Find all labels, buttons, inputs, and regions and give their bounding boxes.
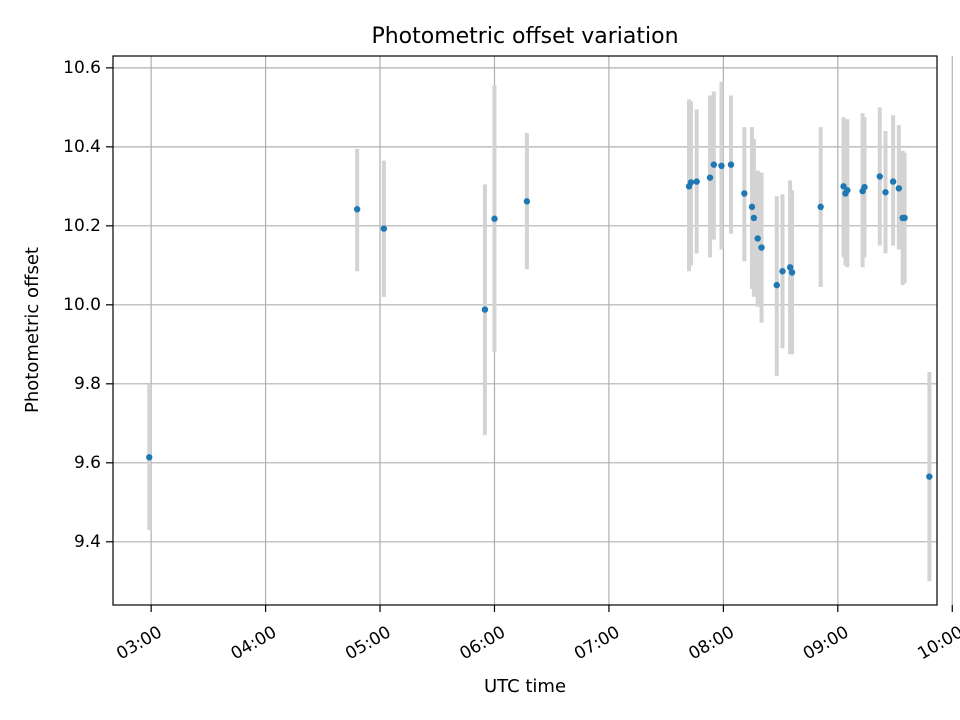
y-tick-label: 9.6 — [74, 453, 101, 473]
data-point — [876, 173, 883, 180]
x-tick-label: 08:00 — [685, 622, 737, 664]
y-axis-label: Photometric offset — [22, 247, 43, 413]
data-point — [889, 178, 897, 185]
data-point — [895, 185, 903, 192]
y-tick-label: 10.2 — [63, 216, 101, 236]
data-point — [773, 281, 780, 289]
data-point — [710, 161, 718, 168]
data-point — [926, 473, 933, 480]
data-point — [687, 179, 695, 186]
data-point — [758, 244, 765, 251]
data-point — [750, 214, 758, 222]
data-point — [741, 190, 748, 197]
data-point — [718, 162, 725, 169]
chart-title: Photometric offset variation — [371, 24, 678, 49]
data-point — [727, 161, 735, 168]
y-axis-ticks: 9.4 9.6 9.8 10.0 10.2 10.4 10.6 — [63, 58, 113, 552]
data-point — [748, 203, 756, 211]
data-point — [353, 206, 361, 213]
x-tick-label: 04:00 — [228, 622, 280, 664]
y-tick-label: 10.6 — [63, 58, 101, 78]
y-tick-label: 9.8 — [74, 374, 101, 394]
data-point — [817, 203, 824, 211]
data-point — [779, 268, 786, 275]
data-point — [380, 225, 388, 232]
data-point — [882, 189, 889, 196]
plot-frame — [112, 55, 938, 606]
x-tick-label: 10:00 — [914, 622, 960, 664]
data-point — [788, 269, 796, 276]
x-tick-label: 09:00 — [800, 622, 852, 664]
data-point — [861, 183, 868, 191]
data-point — [491, 215, 498, 222]
grid-lines — [113, 56, 953, 605]
error-bars — [147, 81, 932, 582]
data-point — [523, 198, 531, 205]
x-axis-ticks: 03:00 04:00 05:00 06:00 07:00 08:00 09:00 10:00 — [113, 605, 960, 664]
data-point — [693, 178, 700, 185]
data-point — [901, 214, 908, 222]
data-point — [146, 454, 153, 461]
data-point — [754, 235, 761, 242]
data-point — [844, 187, 851, 194]
y-tick-label: 10.0 — [63, 295, 101, 315]
y-tick-label: 9.4 — [74, 532, 101, 552]
data-point — [786, 264, 794, 271]
x-axis-label: UTC time — [484, 676, 566, 697]
x-tick-label: 06:00 — [457, 622, 509, 664]
data-point — [481, 306, 489, 313]
x-tick-label: 07:00 — [571, 622, 623, 664]
y-tick-label: 10.4 — [63, 137, 101, 157]
data-points — [146, 161, 933, 480]
x-tick-label: 03:00 — [113, 622, 165, 664]
data-point — [706, 174, 714, 181]
data-point — [840, 183, 847, 190]
x-tick-label: 05:00 — [342, 622, 394, 664]
